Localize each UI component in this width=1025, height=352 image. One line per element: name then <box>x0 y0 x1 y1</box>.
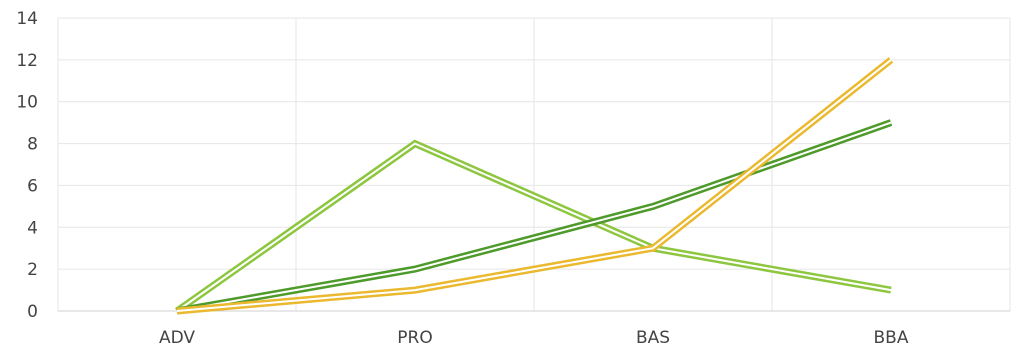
y-tick-label: 4 <box>27 218 38 238</box>
x-tick-label: PRO <box>397 328 432 348</box>
y-tick-label: 8 <box>27 135 38 155</box>
series-line-3-gap <box>176 59 892 312</box>
tick-labels: 0 2 4 6 8 10 12 14 ADV PRO BAS BBA <box>16 9 908 348</box>
series-line-2-gap <box>176 121 892 312</box>
y-tick-label: 12 <box>16 51 38 71</box>
x-tick-label: ADV <box>159 328 195 348</box>
y-tick-label: 6 <box>27 176 38 196</box>
series-line-1-gap <box>176 142 892 312</box>
y-tick-label: 14 <box>16 9 38 29</box>
y-tick-label: 2 <box>27 260 38 280</box>
y-tick-label: 10 <box>16 93 38 113</box>
x-tick-label: BBA <box>874 328 909 348</box>
x-tick-label: BAS <box>636 328 670 348</box>
series <box>174 57 894 315</box>
grid <box>57 17 1011 311</box>
y-tick-label: 0 <box>27 302 38 322</box>
